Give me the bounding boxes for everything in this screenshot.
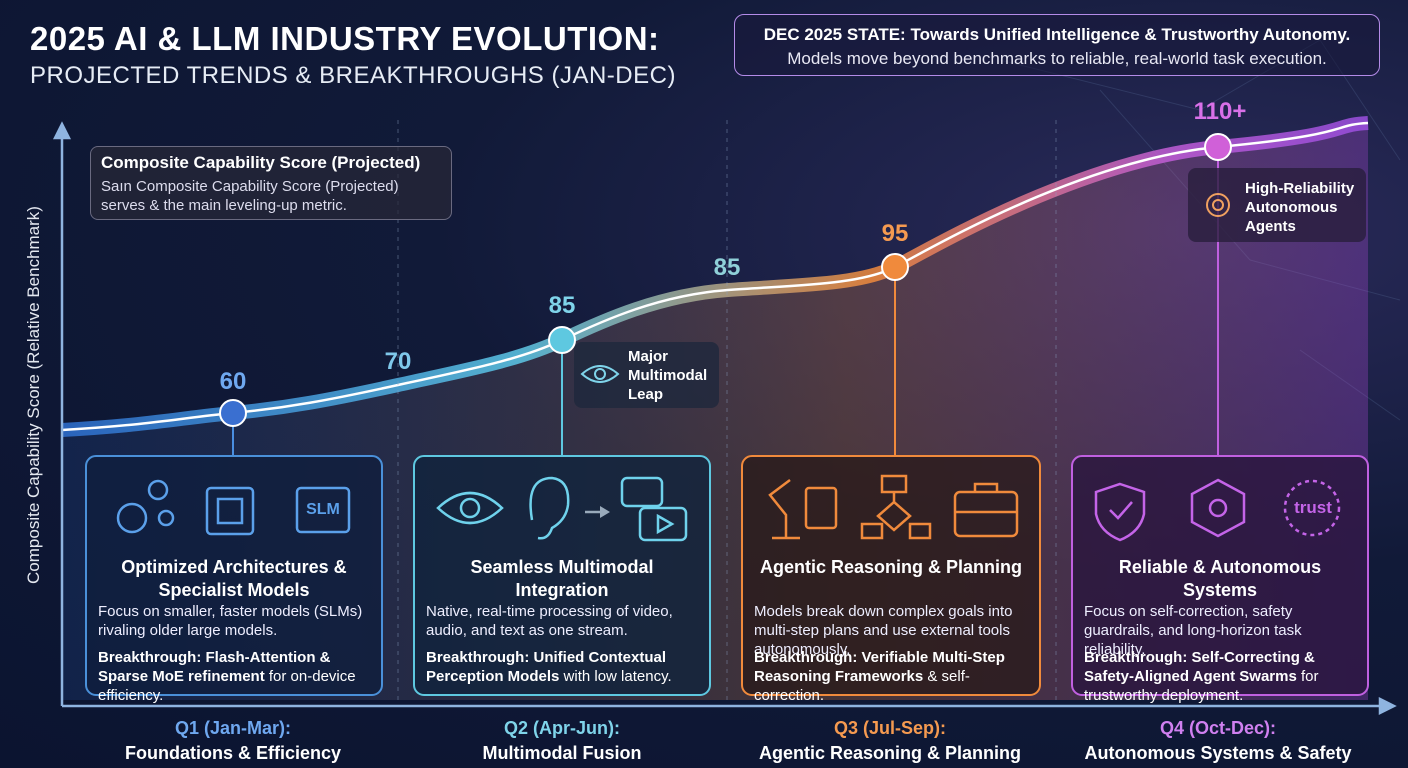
point-label: 95 [881, 220, 909, 247]
icon-label: trust [1294, 498, 1332, 517]
point-label: 110+ [1193, 98, 1247, 125]
card-frame [741, 455, 1041, 696]
quarter-card: Reliable & Autonomous Systems Focus on se… [1072, 456, 1368, 704]
point-label: 85 [548, 292, 576, 319]
point-label: 70 [384, 348, 412, 375]
breakthrough-bold: Breakthrough: Verifiable Multi-Step Reas… [754, 649, 1005, 685]
curve-area [62, 123, 1368, 700]
quarter-label: Q4 (Oct-Dec): Autonomous Systems & Safety [1084, 716, 1351, 766]
card-breakthrough: Breakthrough: Self-Correcting & Safety-A… [1084, 648, 1360, 705]
milestones [219, 133, 1232, 427]
quarter-theme: Autonomous Systems & Safety [1084, 743, 1352, 763]
card-breakthrough: Breakthrough: Unified Contextual Percept… [426, 648, 702, 686]
card-frame [413, 455, 711, 696]
quarter-period: Q1 (Jan-Mar): [174, 718, 291, 738]
callout-text: Models move beyond benchmarks to reliabl… [787, 49, 1327, 68]
card-description: Focus on self-correction, safety guardra… [1084, 603, 1302, 658]
breakthrough-bold: Breakthrough: Flash-Attention & Sparse M… [98, 649, 331, 685]
breakthrough-rest: for on-device efficiency. [98, 668, 356, 704]
card-description: Focus on smaller, faster models (SLMs) r… [98, 603, 363, 639]
subtitle: PROJECTED TRENDS & BREAKTHROUGHS (JAN-DE… [30, 62, 676, 89]
card-title: Optimized Architectures & Specialist Mod… [121, 557, 347, 600]
quarter-period: Q2 (Apr-Jun): [504, 718, 620, 738]
card-frame [1071, 455, 1369, 696]
card-description: Native, real-time processing of video, a… [426, 603, 673, 639]
breakthrough-rest: for trustworthy deployment. [1084, 668, 1319, 704]
q2-icons [436, 476, 688, 542]
annotation-box [1188, 168, 1366, 242]
eye-icon-small [580, 365, 620, 383]
quarter-label: Q2 (Apr-Jun): Multimodal Fusion [483, 716, 642, 766]
quarter-theme: Agentic Reasoning & Planning [758, 743, 1022, 763]
card-breakthrough: Breakthrough: Flash-Attention & Sparse M… [98, 648, 374, 705]
quarter-card: Seamless Multimodal Integration Native, r… [414, 456, 710, 695]
quarter-label: Q1 (Jan-Mar): Foundations & Efficiency [125, 716, 341, 766]
title: 2025 AI & LLM INDUSTRY EVOLUTION: [30, 20, 660, 57]
icon-label: SLM [306, 501, 340, 518]
card-title: Reliable & Autonomous Systems [1118, 557, 1322, 600]
callout-heading: DEC 2025 STATE: Towards Unified Intellig… [763, 25, 1351, 44]
quarter-period: Q4 (Oct-Dec): [1159, 718, 1276, 738]
quarter-card: Agentic Reasoning & Planning Models break… [742, 456, 1040, 704]
breakthrough-bold: Breakthrough: Unified Contextual Percept… [426, 649, 667, 685]
curve-highlight [61, 121, 1369, 432]
metric-text: Saın Composite Capability Score (Project… [101, 178, 399, 214]
card-title: Agentic Reasoning & Planning [759, 557, 1023, 577]
metric-title: Composite Capability Score (Projected) [101, 153, 421, 172]
target-icon [1206, 193, 1230, 217]
card-description: Models break down complex goals into mul… [754, 603, 1013, 658]
annotation: Major Multimodal Leap [628, 348, 708, 403]
annotation: High-Reliability Autonomous Agents [1245, 180, 1355, 235]
card-breakthrough: Breakthrough: Verifiable Multi-Step Reas… [754, 648, 1032, 705]
quarter-theme: Multimodal Fusion [482, 743, 642, 763]
annotation-box [574, 342, 719, 408]
quarter-period: Q3 (Jul-Sep): [833, 718, 946, 738]
breakthrough-rest: & self-correction. [754, 668, 970, 704]
q1-icons [116, 479, 351, 536]
breakthrough-bold: Breakthrough: Self-Correcting & Safety-A… [1084, 649, 1315, 685]
quarter-label: Q3 (Jul-Sep): Agentic Reasoning & Plannin… [759, 716, 1021, 766]
card-title: Seamless Multimodal Integration [470, 557, 654, 600]
quarter-dividers [397, 120, 1057, 700]
breakthrough-rest: with low latency. [559, 668, 672, 685]
axes [52, 121, 1397, 716]
point-label: 85 [713, 254, 741, 281]
point-label: 60 [219, 368, 247, 395]
q3-icons [768, 474, 1019, 540]
y-axis-label: Composite Capability Score (Relative Ben… [24, 206, 43, 584]
state-callout: DEC 2025 STATE: Towards Unified Intellig… [734, 14, 1380, 76]
metric-box: Composite Capability Score (Projected) S… [90, 146, 452, 220]
quarter-card: Optimized Architectures & Specialist Mod… [86, 456, 382, 704]
quarter-theme: Foundations & Efficiency [124, 743, 342, 763]
q4-icons [1094, 478, 1341, 542]
